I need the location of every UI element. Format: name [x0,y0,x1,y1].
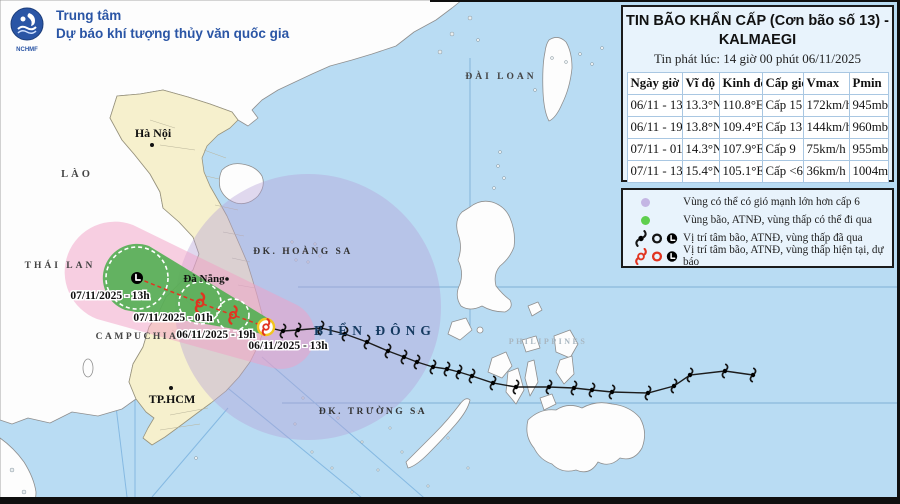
green-zone-swatch [641,215,650,225]
land-phu-quoc [82,358,94,378]
label-danang: Đà Nẵng [183,273,225,285]
legend-item-wind-zone: Vùng có thể có gió mạnh lớn hơn cấp 6 [627,193,888,211]
land-philippine-islands [405,301,645,473]
island-specks [9,15,604,495]
label-hoangsa: ĐK. HOÀNG SA [253,245,352,257]
cell: 06/11 - 19h [626,116,683,139]
cell: 172km/h [802,94,850,117]
label-biendong: BIỂN ĐÔNG [314,323,436,338]
land-luzon [456,200,515,313]
cell: 06/11 - 13h [626,94,683,117]
cell: 15.4°N [681,160,720,183]
cell: 960mb [848,116,889,139]
cell: 955mb [848,138,889,161]
track-label-0711-13h: 07/11/2025 - 13h [70,290,150,302]
forecast-row-3: 07/11 - 01h 14.3°N 107.9°E Cấp 9 75km/h … [626,138,889,161]
legend-item-forecast-positions: Vị trí tâm bão, ATNĐ, vùng thấp hiện tại… [627,244,888,268]
land-hainan [218,163,264,205]
forecast-table: Ngày giờ Vĩ độ Kinh độ Cấp gió Vmax Pmin… [626,72,889,183]
legend-item-pass-zone: Vùng bão, ATNĐ, vùng thấp có thể đi qua [627,211,888,229]
label-truongsa: ĐK. TRƯỜNG SA [319,405,427,417]
label-philippines: PHILIPPINES [509,337,588,346]
agency-branding: NCHMF Trung tâm Dự báo khí tượng thủy vă… [8,5,289,53]
label-dailoan: ĐÀI LOAN [465,70,536,82]
track-label-0711-01h: 07/11/2025 - 01h [133,312,213,324]
cell: 13.8°N [681,116,720,139]
col-vi-do: Vĩ độ [681,72,720,95]
col-cap-gio: Cấp gió [761,72,804,95]
cell: Cấp 13 [761,116,804,139]
tphcm-city-dot [169,386,173,390]
forecast-uncertainty-circles [105,246,250,332]
legend-text: Vùng có thể có gió mạnh lớn hơn cấp 6 [683,196,860,208]
cell: 07/11 - 01h [626,138,683,161]
typhoon-icon [635,229,647,247]
legend-text: Vị trí tâm bão, ATNĐ, vùng thấp hiện tại… [683,244,884,268]
forecast-row-1: 06/11 - 13h 13.3°N 110.8°E Cấp 15 172km/… [626,94,889,117]
cell: Cấp <6 [761,160,804,183]
bulletin-title-line1: TIN BÃO KHẨN CẤP (Cơn bão số 13) - [626,13,889,29]
tropical-depression-icon-red [651,250,663,262]
low-pressure-icon-red [666,250,678,262]
danang-city-dot [225,277,229,281]
purple-zone-swatch [641,197,650,207]
forecast-position-13h-low [130,271,144,285]
strong-wind-zone [175,174,441,440]
label-tphcm: TP.HCM [149,392,196,406]
label-hanoi: Hà Nội [135,126,172,140]
forecast-row-2: 06/11 - 19h 13.8°N 109.4°E Cấp 13 144km/… [626,116,889,139]
legend-item-past-positions: Vị trí tâm bão, ATNĐ, vùng thấp đã qua [627,229,888,247]
cell: 75km/h [802,138,850,161]
legend-text: Vị trí tâm bão, ATNĐ, vùng thấp đã qua [683,232,863,244]
nchmf-logo: NCHMF [10,7,44,53]
track-label-0611-13h: 06/11/2025 - 13h [248,340,328,352]
cell: Cấp 15 [761,94,804,117]
hanoi-city-dot [150,143,154,147]
map-frame-bottom [0,497,900,504]
cell: 1004mb [848,160,889,183]
current-position-marker [256,317,276,337]
cell: 36km/h [802,160,850,183]
cell: 107.9°E [718,138,763,161]
label-lao: LÀO [61,168,93,180]
org-name-line2: Dự báo khí tượng thủy văn quốc gia [56,26,290,41]
cell: 105.1°E [718,160,763,183]
land-taiwan [542,37,573,122]
bulletin-title: TIN BÃO KHẨN CẤP (Cơn bão số 13) - KALMA… [623,7,892,50]
cell: 109.4°E [718,116,763,139]
bulletin-title-line2: KALMAEGI [718,32,797,48]
col-vmax: Vmax [802,72,850,95]
label-thailan: THÁI LAN [25,259,96,271]
low-pressure-icon [666,232,678,244]
forecast-row-4: 07/11 - 13h 15.4°N 105.1°E Cấp <6 36km/h… [626,160,889,183]
map-frame-right [897,0,900,504]
col-kinh-do: Kinh độ [718,72,763,95]
cell: 144km/h [802,116,850,139]
legend-text: Vùng bão, ATNĐ, vùng thấp có thể đi qua [683,214,872,226]
logo-acronym: NCHMF [16,47,38,53]
track-label-0611-19h: 06/11/2025 - 19h [176,329,256,341]
bulletin-issued-time: Tin phát lúc: 14 giờ 00 phút 06/11/2025 [653,51,862,66]
map-frame-top [430,0,900,2]
cell: 07/11 - 13h [626,160,683,183]
storm-pass-zone [102,243,270,334]
col-ngay-gio: Ngày giờ [626,72,683,95]
map-legend: Vùng có thể có gió mạnh lớn hơn cấp 6 Vù… [621,188,894,268]
org-name-line1: Trung tâm [56,8,122,23]
col-pmin: Pmin [848,72,889,95]
forecast-track-line [136,277,267,328]
tropical-depression-icon [651,232,663,244]
cell: Cấp 9 [761,138,804,161]
typhoon-icon-red [635,247,647,265]
cell: 14.3°N [681,138,720,161]
forecast-table-header-row: Ngày giờ Vĩ độ Kinh độ Cấp gió Vmax Pmin [626,72,889,95]
label-campuchia: CAMPUCHIA [96,332,179,342]
land-vietnam [109,89,265,446]
cell: 13.3°N [681,94,720,117]
bulletin-panel: TIN BÃO KHẨN CẤP (Cơn bão số 13) - KALMA… [621,5,894,183]
cell: 945mb [848,94,889,117]
cell: 110.8°E [718,94,763,117]
past-track-line [265,326,754,394]
